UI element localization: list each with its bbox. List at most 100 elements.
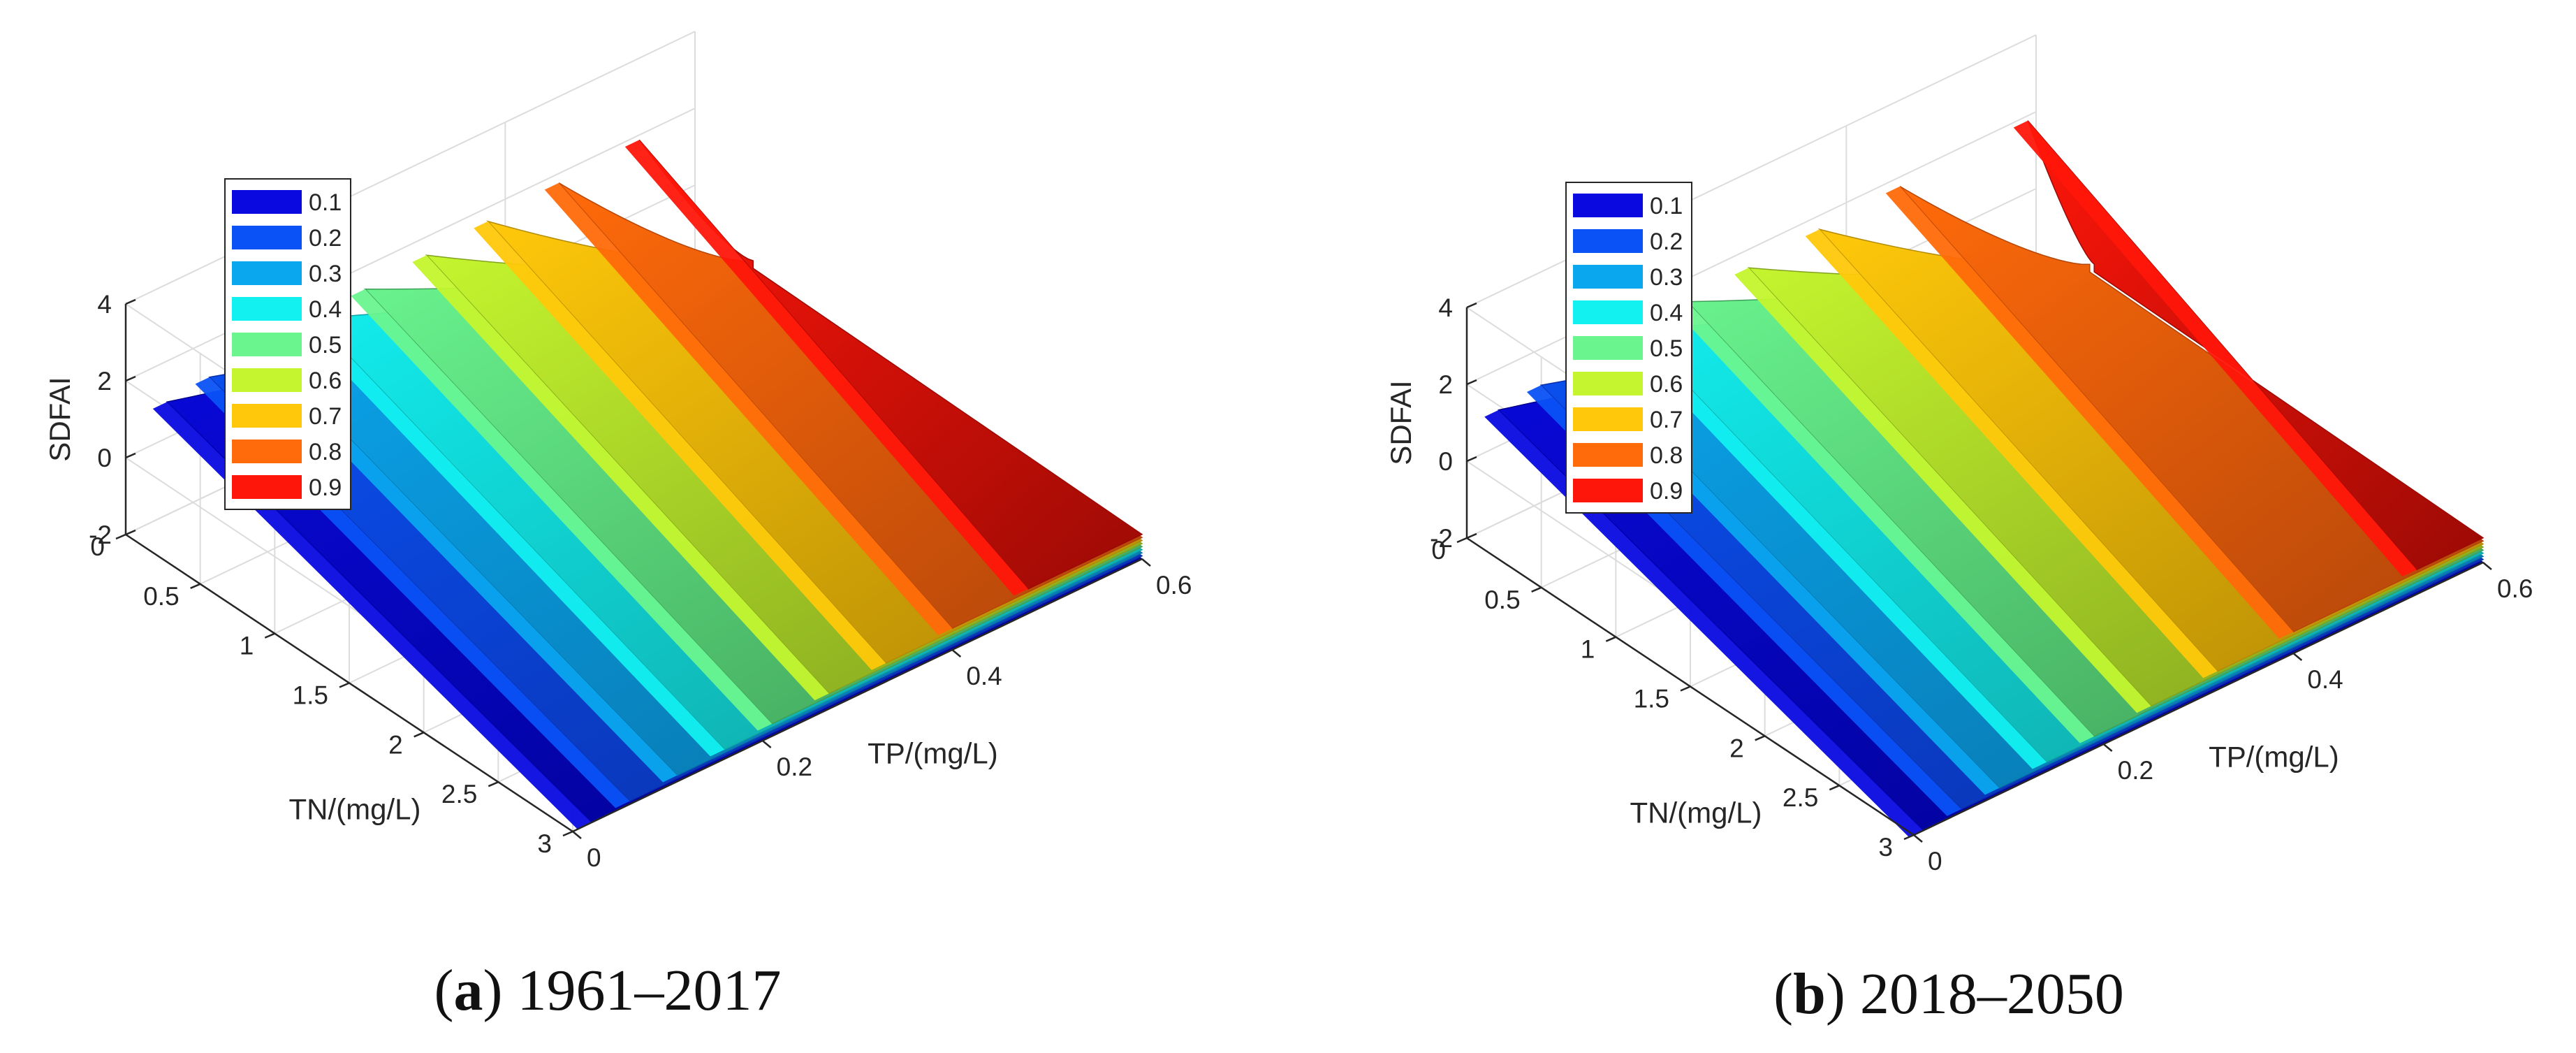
tn-tick bbox=[1829, 785, 1840, 791]
legend: 0.1 0.2 0.3 0.4 0.5 0.6 0.7 0.8 0.9 bbox=[1565, 182, 1692, 514]
tn-tick bbox=[1755, 735, 1766, 741]
legend-label: 0.9 bbox=[1650, 478, 1683, 504]
tn-tick-label: 2.5 bbox=[1783, 783, 1818, 812]
legend-swatch bbox=[1573, 229, 1643, 253]
z-tick-label: 0 bbox=[1438, 447, 1453, 476]
legend-label: 0.4 bbox=[309, 296, 342, 323]
legend-label: 0.5 bbox=[309, 332, 342, 358]
z-tick bbox=[1466, 456, 1477, 463]
tp-tick bbox=[1913, 834, 1923, 843]
legend-swatch bbox=[1573, 265, 1643, 289]
panel-a: 00.20.40.600.511.522.53-2024TP/(mg/L)TN/… bbox=[43, 31, 1192, 1023]
tn-tick bbox=[115, 533, 126, 540]
z-tick-label: 4 bbox=[97, 290, 112, 319]
z-axis-label: SDFAI bbox=[43, 377, 76, 461]
tp-tick-label: 0.4 bbox=[966, 662, 1002, 690]
legend-swatch bbox=[232, 261, 302, 285]
tp-tick bbox=[761, 740, 772, 748]
legend-swatch bbox=[232, 404, 302, 428]
z-tick-label: -2 bbox=[89, 521, 112, 549]
tp-axis bbox=[1913, 561, 2484, 836]
tp-tick-label: 0.4 bbox=[2307, 665, 2343, 694]
surface-level-0.9 bbox=[2027, 120, 2484, 571]
legend-label: 0.1 bbox=[1650, 193, 1683, 219]
tp-tick bbox=[951, 649, 962, 658]
legend-swatch bbox=[1573, 336, 1643, 360]
tn-axis-label: TN/(mg/L) bbox=[289, 793, 421, 826]
tn-tick-label: 2 bbox=[388, 730, 403, 759]
tn-tick-label: 0 bbox=[90, 532, 105, 561]
tp-tick-label: 0.6 bbox=[1156, 571, 1192, 600]
z-tick-label: 4 bbox=[1438, 293, 1453, 322]
z-tick bbox=[125, 452, 136, 459]
legend: 0.1 0.2 0.3 0.4 0.5 0.6 0.7 0.8 0.9 bbox=[224, 178, 351, 510]
tn-tick-label: 3 bbox=[1878, 833, 1893, 862]
tn-tick-label: 0.5 bbox=[143, 582, 179, 611]
tp-tick bbox=[2292, 653, 2303, 661]
surface-wall-0.5 bbox=[351, 289, 773, 731]
z-tick-label: 0 bbox=[97, 444, 112, 472]
legend-swatch bbox=[232, 226, 302, 249]
legend-swatch bbox=[232, 368, 302, 392]
tn-tick bbox=[264, 632, 275, 639]
tn-tick bbox=[1903, 834, 1915, 841]
tn-tick bbox=[1531, 586, 1542, 593]
tp-tick-label: 0.6 bbox=[2497, 574, 2533, 603]
legend-label: 0.5 bbox=[1650, 335, 1683, 362]
z-tick bbox=[1466, 302, 1477, 309]
tp-axis-label: TP/(mg/L) bbox=[868, 737, 998, 770]
surface-wall-0.5 bbox=[1673, 301, 2095, 743]
legend-label: 0.4 bbox=[1650, 300, 1683, 326]
legend-label: 0.9 bbox=[309, 474, 342, 501]
z-tick bbox=[1466, 379, 1477, 386]
surface-wall-0.7 bbox=[1805, 229, 2218, 678]
panel-caption: (a) 1961–2017 bbox=[434, 958, 782, 1023]
legend-label: 0.7 bbox=[1650, 407, 1683, 433]
tn-tick-label: 1 bbox=[240, 632, 254, 660]
legend-label: 0.1 bbox=[309, 189, 342, 216]
legend-label: 0.2 bbox=[1650, 228, 1683, 255]
tp-tick bbox=[572, 831, 582, 839]
legend-swatch bbox=[232, 333, 302, 356]
surface-wall-0.4 bbox=[1620, 331, 2047, 769]
tp-tick-label: 0.2 bbox=[777, 753, 812, 781]
legend-swatch bbox=[1573, 407, 1643, 431]
surface-wall-0.4 bbox=[299, 318, 725, 757]
legend-label: 0.2 bbox=[309, 225, 342, 252]
surface-wall-0.8 bbox=[544, 182, 953, 635]
tn-tick-label: 2 bbox=[1729, 734, 1744, 762]
surface-wall-0.3 bbox=[247, 347, 678, 783]
tn-tick bbox=[1456, 537, 1468, 544]
panel-b: 00.20.40.600.511.522.53-2024TP/(mg/L)TN/… bbox=[1384, 34, 2533, 1026]
legend-label: 0.6 bbox=[1650, 371, 1683, 398]
legend-swatch bbox=[1573, 300, 1643, 324]
legend-swatch bbox=[1573, 372, 1643, 395]
z-tick-label: 2 bbox=[97, 367, 112, 395]
tp-tick-label: 0.2 bbox=[2118, 756, 2153, 785]
tn-tick bbox=[488, 781, 499, 787]
legend-swatch bbox=[1573, 479, 1643, 502]
tn-tick bbox=[562, 830, 573, 837]
z-tick bbox=[125, 375, 136, 382]
surface-wall-0.8 bbox=[1885, 186, 2294, 639]
surface-wall-0.1 bbox=[1484, 409, 1924, 838]
tp-axis-label: TP/(mg/L) bbox=[2209, 741, 2339, 774]
legend-swatch bbox=[1573, 443, 1643, 467]
legend-label: 0.3 bbox=[309, 261, 342, 287]
tn-tick bbox=[190, 583, 201, 589]
tn-tick bbox=[339, 682, 350, 688]
tp-axis bbox=[572, 558, 1143, 833]
tn-tick-label: 1.5 bbox=[293, 681, 328, 710]
legend-swatch bbox=[232, 475, 302, 499]
tn-tick-label: 3 bbox=[537, 829, 552, 858]
legend-swatch bbox=[232, 440, 302, 463]
surface-wall-0.6 bbox=[1734, 268, 2151, 713]
tn-tick-label: 1 bbox=[1581, 635, 1595, 664]
tn-tick bbox=[1605, 636, 1616, 642]
tp-tick-label: 0 bbox=[1928, 847, 1942, 876]
surface-wall-0.7 bbox=[474, 221, 886, 670]
tp-tick bbox=[2102, 743, 2113, 752]
panel-caption: (b) 2018–2050 bbox=[1773, 961, 2124, 1026]
tn-tick bbox=[1680, 685, 1691, 692]
